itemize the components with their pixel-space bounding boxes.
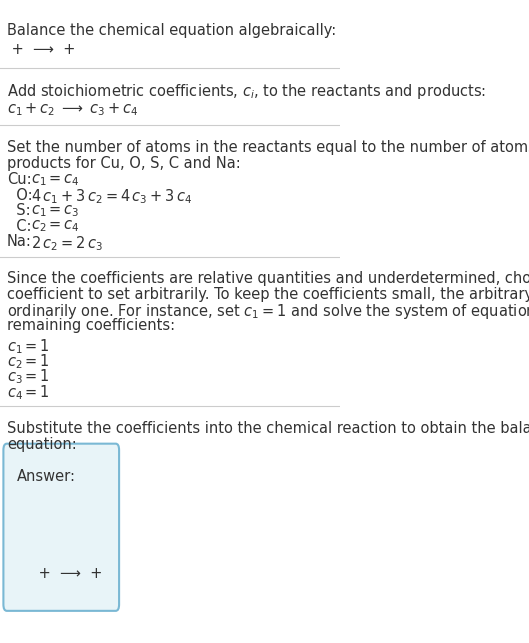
Text: Add stoichiometric coefficients, $c_i$, to the reactants and products:: Add stoichiometric coefficients, $c_i$, … [7, 82, 486, 102]
Text: +  ⟶  +: + ⟶ + [7, 42, 80, 57]
Text: S:: S: [7, 203, 31, 218]
Text: Answer:: Answer: [17, 469, 76, 484]
Text: Cu:: Cu: [7, 172, 31, 187]
Text: Na:: Na: [7, 234, 32, 249]
Text: $c_1 = 1$: $c_1 = 1$ [7, 337, 50, 356]
Text: $2\,c_2 = 2\,c_3$: $2\,c_2 = 2\,c_3$ [31, 234, 103, 253]
Text: Substitute the coefficients into the chemical reaction to obtain the balanced: Substitute the coefficients into the che… [7, 421, 529, 436]
Text: C:: C: [7, 219, 31, 233]
Text: ordinarily one. For instance, set $c_1 = 1$ and solve the system of equations fo: ordinarily one. For instance, set $c_1 =… [7, 302, 529, 322]
Text: $4\,c_1 + 3\,c_2 = 4\,c_3 + 3\,c_4$: $4\,c_1 + 3\,c_2 = 4\,c_3 + 3\,c_4$ [31, 188, 192, 206]
Text: $c_4 = 1$: $c_4 = 1$ [7, 383, 50, 402]
Text: $c_3 = 1$: $c_3 = 1$ [7, 368, 50, 386]
FancyBboxPatch shape [3, 444, 119, 611]
Text: products for Cu, O, S, C and Na:: products for Cu, O, S, C and Na: [7, 156, 241, 170]
Text: Set the number of atoms in the reactants equal to the number of atoms in the: Set the number of atoms in the reactants… [7, 140, 529, 155]
Text: +  ⟶  +: + ⟶ + [34, 566, 107, 581]
Text: $c_1 + c_2 \;\longrightarrow\; c_3 + c_4$: $c_1 + c_2 \;\longrightarrow\; c_3 + c_4… [7, 102, 138, 118]
Text: $c_1 = c_3$: $c_1 = c_3$ [31, 203, 79, 219]
Text: remaining coefficients:: remaining coefficients: [7, 318, 175, 332]
Text: equation:: equation: [7, 437, 77, 451]
Text: $c_2 = c_4$: $c_2 = c_4$ [31, 219, 79, 234]
Text: $c_2 = 1$: $c_2 = 1$ [7, 352, 50, 371]
Text: coefficient to set arbitrarily. To keep the coefficients small, the arbitrary va: coefficient to set arbitrarily. To keep … [7, 287, 529, 302]
Text: Since the coefficients are relative quantities and underdetermined, choose a: Since the coefficients are relative quan… [7, 271, 529, 286]
Text: O:: O: [7, 188, 32, 203]
Text: Balance the chemical equation algebraically:: Balance the chemical equation algebraica… [7, 23, 336, 37]
Text: $c_1 = c_4$: $c_1 = c_4$ [31, 172, 79, 188]
